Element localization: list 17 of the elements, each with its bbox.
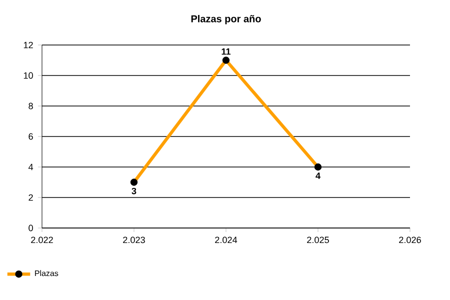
data-label: 11 (222, 48, 231, 55)
y-tick-label: 10 (24, 72, 33, 79)
x-tick-label: 2.025 (307, 236, 329, 244)
y-tick-label: 8 (28, 102, 33, 110)
y-tick-label: 12 (24, 42, 33, 48)
x-tick-label: 2.024 (215, 236, 238, 244)
chart-title: Plazas por año (191, 14, 261, 24)
x-tick-label: 2.022 (31, 236, 53, 244)
data-label: 3 (132, 188, 136, 194)
y-tick-label: 4 (28, 164, 34, 170)
y-tick-label: 0 (28, 224, 33, 232)
y-tick-label: 6 (28, 133, 33, 140)
y-tick-label: 2 (28, 194, 33, 201)
x-tick-label: 2.026 (399, 236, 421, 244)
data-label: 4 (316, 172, 320, 179)
x-tick-label: 2.023 (123, 236, 145, 244)
legend-label: Plazas (35, 270, 58, 276)
